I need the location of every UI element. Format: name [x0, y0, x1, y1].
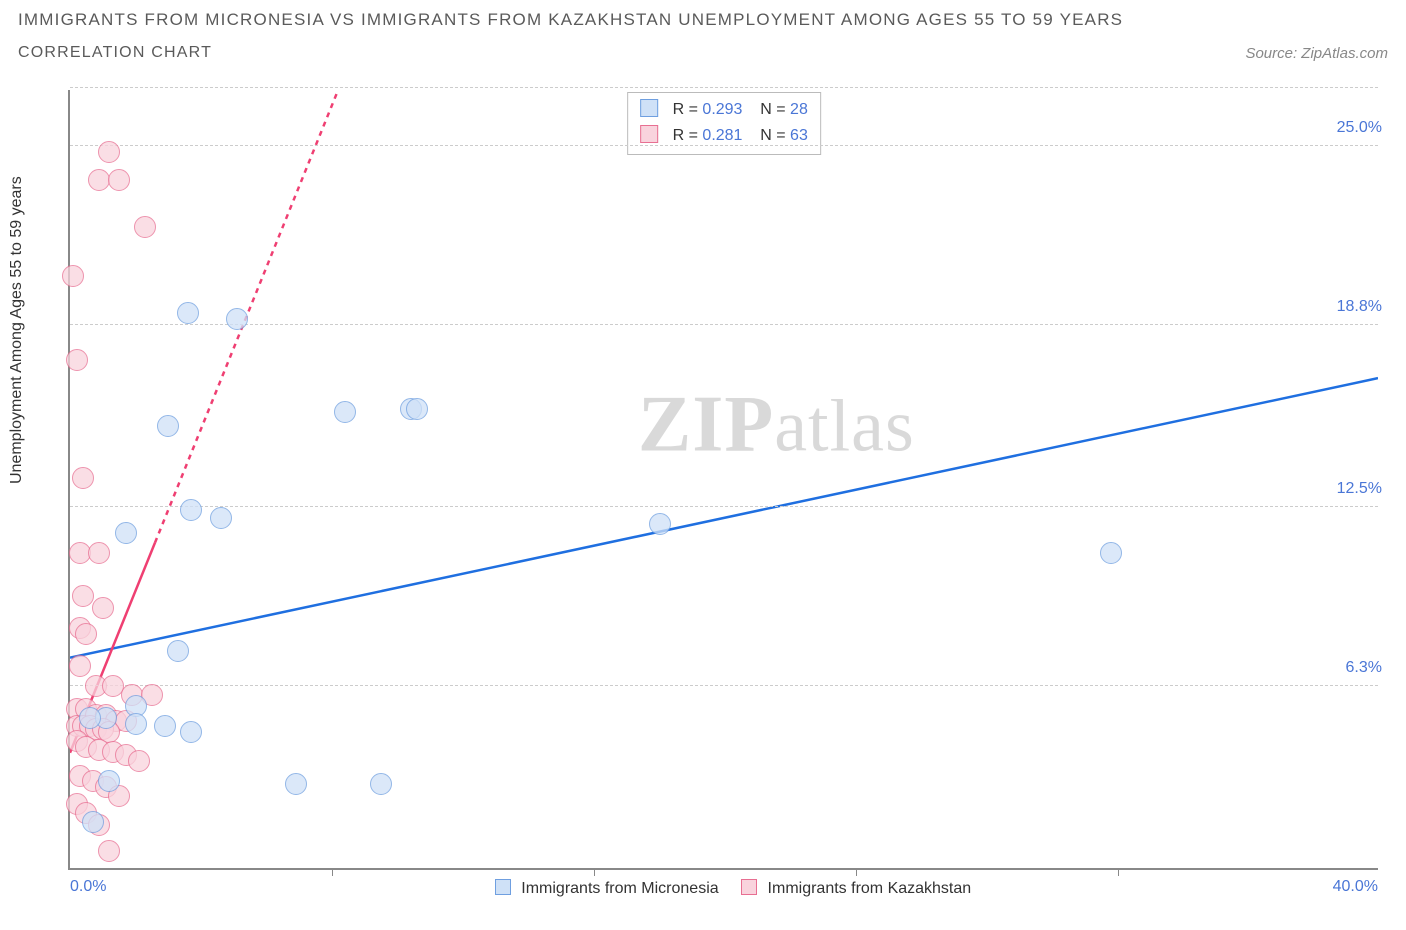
- n-value-b: 63: [790, 127, 808, 144]
- data-point: [75, 623, 97, 645]
- data-point: [406, 398, 428, 420]
- gridline: [70, 145, 1378, 146]
- data-point: [115, 522, 137, 544]
- data-point: [72, 467, 94, 489]
- data-point: [128, 750, 150, 772]
- legend-label-kazakhstan: Immigrants from Kazakhstan: [768, 880, 972, 897]
- data-point: [79, 707, 101, 729]
- data-point: [92, 597, 114, 619]
- data-point: [334, 401, 356, 423]
- gridline: [70, 506, 1378, 507]
- y-axis-label: Unemployment Among Ages 55 to 59 years: [8, 176, 26, 484]
- r-value-a: 0.293: [702, 101, 742, 118]
- data-point: [177, 302, 199, 324]
- data-point: [72, 585, 94, 607]
- data-point: [649, 513, 671, 535]
- data-point: [98, 141, 120, 163]
- y-tick-label: 18.8%: [1331, 298, 1382, 316]
- r-label: R =: [673, 127, 698, 144]
- r-label: R =: [673, 101, 698, 118]
- data-point: [210, 507, 232, 529]
- data-point: [285, 773, 307, 795]
- series-legend: Immigrants from Micronesia Immigrants fr…: [70, 879, 1378, 898]
- data-point: [154, 715, 176, 737]
- data-point: [226, 308, 248, 330]
- gridline: [70, 324, 1378, 325]
- data-point: [370, 773, 392, 795]
- legend-swatch-a: [640, 99, 658, 117]
- x-tick: [594, 868, 595, 876]
- gridline: [70, 685, 1378, 686]
- y-tick-label: 12.5%: [1331, 480, 1382, 498]
- watermark-zip: ZIP: [638, 380, 774, 468]
- legend-swatch-micronesia: [495, 879, 511, 895]
- legend-swatch-b: [640, 125, 658, 143]
- x-tick: [332, 868, 333, 876]
- data-point: [98, 770, 120, 792]
- watermark-atlas: atlas: [774, 385, 915, 467]
- data-point: [157, 415, 179, 437]
- data-point: [167, 640, 189, 662]
- y-tick-label: 6.3%: [1340, 659, 1382, 677]
- chart-container: Unemployment Among Ages 55 to 59 years Z…: [18, 84, 1388, 924]
- y-tick-label: 25.0%: [1331, 119, 1382, 137]
- source-label: Source: ZipAtlas.com: [1245, 45, 1388, 62]
- n-label: N =: [760, 127, 785, 144]
- data-point: [180, 499, 202, 521]
- watermark: ZIPatlas: [638, 379, 915, 470]
- r-value-b: 0.281: [702, 127, 742, 144]
- trend-lines: [70, 90, 1378, 868]
- data-point: [180, 721, 202, 743]
- data-point: [125, 713, 147, 735]
- x-tick: [1118, 868, 1119, 876]
- plot-area: ZIPatlas R = 0.293 N = 28 R = 0.281 N = …: [68, 90, 1378, 870]
- n-value-a: 28: [790, 101, 808, 118]
- n-label: N =: [760, 101, 785, 118]
- legend-swatch-kazakhstan: [741, 879, 757, 895]
- data-point: [88, 542, 110, 564]
- x-tick: [856, 868, 857, 876]
- legend-row-a: R = 0.293 N = 28: [640, 97, 808, 123]
- data-point: [62, 265, 84, 287]
- data-point: [66, 349, 88, 371]
- chart-title: Immigrants from Micronesia vs Immigrants…: [18, 10, 1388, 30]
- data-point: [108, 169, 130, 191]
- data-point: [98, 840, 120, 862]
- chart-subtitle: Correlation Chart: [18, 44, 212, 62]
- data-point: [82, 811, 104, 833]
- data-point: [1100, 542, 1122, 564]
- data-point: [134, 216, 156, 238]
- gridline: [70, 87, 1378, 88]
- data-point: [69, 655, 91, 677]
- legend-label-micronesia: Immigrants from Micronesia: [521, 880, 718, 897]
